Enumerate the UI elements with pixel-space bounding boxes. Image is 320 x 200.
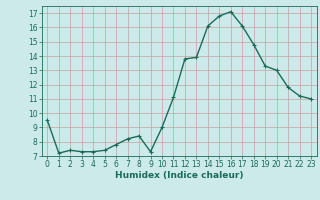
X-axis label: Humidex (Indice chaleur): Humidex (Indice chaleur) — [115, 171, 244, 180]
